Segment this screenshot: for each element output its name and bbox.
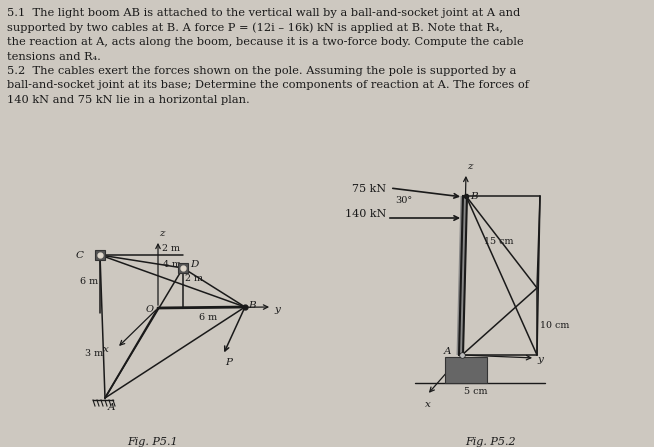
Text: 6 m: 6 m — [80, 277, 98, 286]
Text: 5.1  The light boom AB is attached to the vertical wall by a ball-and-socket joi: 5.1 The light boom AB is attached to the… — [7, 8, 520, 18]
Text: 4 m: 4 m — [163, 260, 181, 269]
Text: 30°: 30° — [395, 196, 412, 205]
Text: x: x — [425, 400, 431, 409]
Text: x: x — [103, 346, 109, 354]
Text: 6 m: 6 m — [199, 313, 217, 322]
Text: 75 kN: 75 kN — [352, 184, 386, 194]
Text: y: y — [274, 304, 280, 313]
Text: B: B — [248, 301, 256, 310]
Text: 140 kN and 75 kN lie in a horizontal plan.: 140 kN and 75 kN lie in a horizontal pla… — [7, 95, 250, 105]
Text: y: y — [537, 354, 543, 363]
Text: 2 m: 2 m — [185, 274, 203, 283]
Text: A: A — [444, 347, 451, 357]
FancyBboxPatch shape — [178, 263, 188, 273]
Text: 140 kN: 140 kN — [345, 209, 387, 219]
Text: O: O — [146, 304, 154, 313]
Text: 10 cm: 10 cm — [540, 321, 570, 330]
Text: z: z — [467, 162, 472, 171]
Text: Fig. P5.1: Fig. P5.1 — [127, 437, 177, 447]
Text: C: C — [76, 250, 84, 260]
Bar — [445, 357, 487, 383]
Text: B: B — [470, 192, 477, 201]
FancyBboxPatch shape — [95, 250, 105, 260]
Text: Fig. P5.2: Fig. P5.2 — [465, 437, 515, 447]
Text: 5 cm: 5 cm — [464, 387, 487, 396]
Text: 5.2  The cables exert the forces shown on the pole. Assuming the pole is support: 5.2 The cables exert the forces shown on… — [7, 66, 517, 76]
Text: z: z — [159, 229, 165, 238]
Text: 3 m: 3 m — [85, 349, 103, 358]
Text: P: P — [225, 358, 232, 367]
Text: D: D — [190, 260, 198, 269]
Text: tensions and R₄.: tensions and R₄. — [7, 51, 101, 62]
Text: 15 cm: 15 cm — [484, 237, 513, 246]
Text: supported by two cables at B. A force P = (12i – 16k) kN is applied at B. Note t: supported by two cables at B. A force P … — [7, 22, 503, 33]
Text: 2 m: 2 m — [162, 244, 180, 253]
Text: A: A — [108, 403, 116, 412]
Text: the reaction at A, acts along the boom, because it is a two-force body. Compute : the reaction at A, acts along the boom, … — [7, 37, 524, 47]
Text: ball-and-socket joint at its base; Determine the components of reaction at A. Th: ball-and-socket joint at its base; Deter… — [7, 80, 529, 90]
